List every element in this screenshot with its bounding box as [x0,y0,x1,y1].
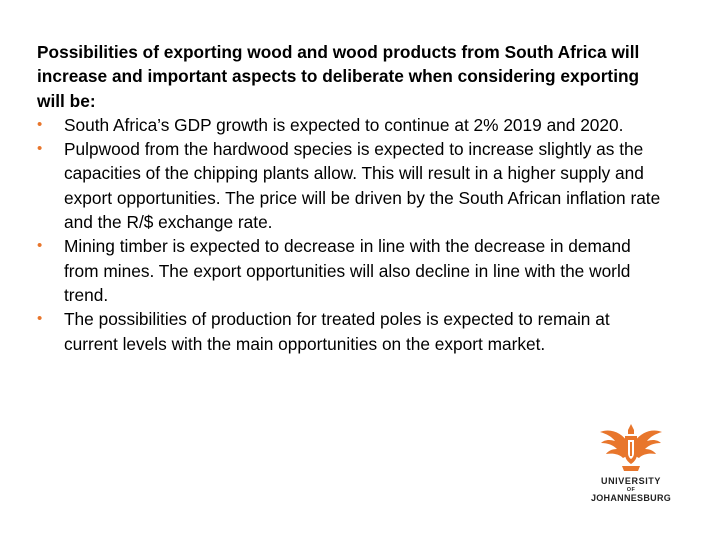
bullet-item: • Pulpwood from the hardwood species is … [37,137,667,234]
logo-line-johannesburg: JOHANNESBURG [590,493,672,503]
bullet-text: The possibilities of production for trea… [64,309,610,354]
bullet-marker: • [37,310,43,328]
bullet-item: • South Africa’s GDP growth is expected … [37,113,667,137]
bullet-marker: • [37,115,43,133]
bullet-item: • Mining timber is expected to decrease … [37,234,667,307]
bullet-item: • The possibilities of production for tr… [37,307,667,356]
bullet-marker: • [37,140,43,158]
slide-heading: Possibilities of exporting wood and wood… [37,42,640,111]
bullet-marker: • [37,237,43,255]
university-crest-icon [600,424,662,471]
bullet-text: Mining timber is expected to decrease in… [64,236,631,305]
bullet-list: • South Africa’s GDP growth is expected … [37,113,667,356]
logo-line-university: UNIVERSITY [600,476,661,486]
logo-wordmark: UNIVERSITY OF JOHANNESBURG [582,476,680,504]
bullet-text: Pulpwood from the hardwood species is ex… [64,139,661,233]
bullet-text: South Africa’s GDP growth is expected to… [64,114,624,135]
university-logo: UNIVERSITY OF JOHANNESBURG [582,422,680,514]
logo-line-of: OF [626,487,636,493]
slide-content: Possibilities of exporting wood and wood… [37,40,667,356]
